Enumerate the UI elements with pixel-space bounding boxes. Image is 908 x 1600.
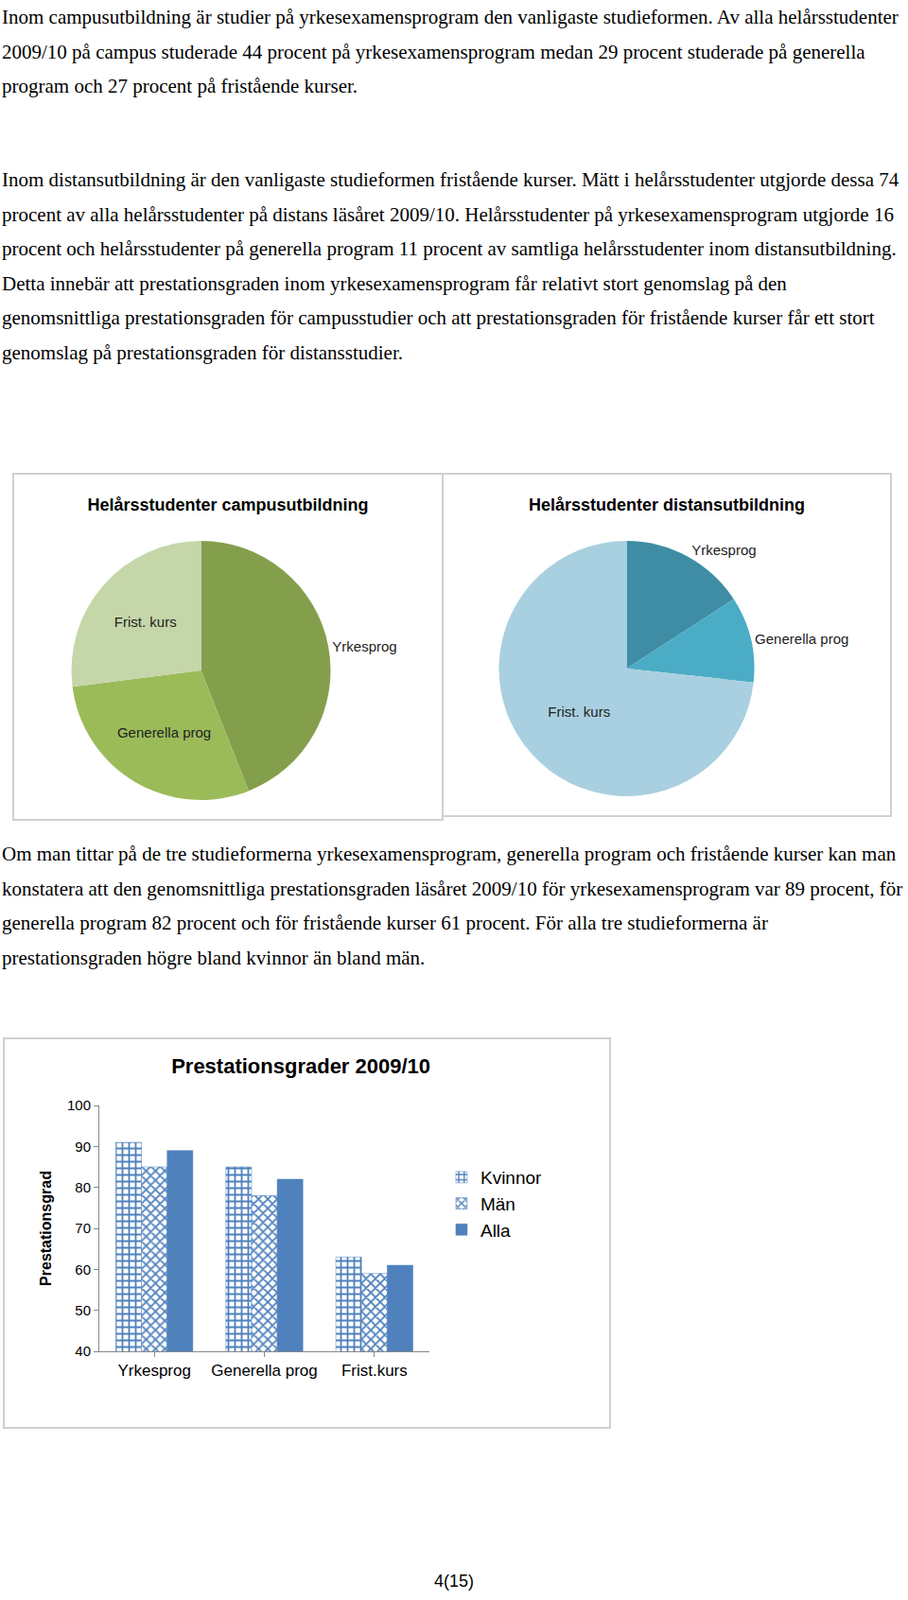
svg-text:Frist.kurs: Frist.kurs [341, 1362, 408, 1380]
svg-text:50: 50 [74, 1302, 91, 1319]
svg-text:Prestationsgrader 2009/10: Prestationsgrader 2009/10 [171, 1054, 431, 1079]
svg-text:Prestationsgrad: Prestationsgrad [37, 1170, 54, 1287]
svg-text:80: 80 [74, 1179, 91, 1196]
svg-text:Män: Män [480, 1194, 516, 1215]
svg-text:Alla: Alla [480, 1221, 511, 1241]
html-text:Inom distansutbildning är den: Inom distansutbildning är den vanligaste… [1, 168, 899, 364]
html-text:4(15): 4(15) [434, 1571, 474, 1591]
svg-text:Yrkesprog: Yrkesprog [117, 1362, 191, 1380]
svg-text:70: 70 [74, 1220, 91, 1237]
svg-text:60: 60 [74, 1261, 91, 1278]
svg-text:Frist. kurs: Frist. kurs [547, 703, 611, 720]
svg-text:Yrkesprog: Yrkesprog [691, 541, 756, 559]
svg-text:40: 40 [74, 1343, 91, 1360]
svg-text:Generella prog: Generella prog [117, 724, 211, 741]
svg-text:Generella prog: Generella prog [210, 1362, 317, 1380]
svg-text:Generella prog: Generella prog [754, 630, 849, 647]
svg-text:Helårsstudenter campusutbildni: Helårsstudenter campusutbildning [87, 495, 368, 515]
html-text:Om man tittar på de tre studie: Om man tittar på de tre studieformerna y… [1, 842, 903, 970]
svg-text:Yrkesprog: Yrkesprog [331, 638, 397, 655]
svg-text:90: 90 [74, 1138, 91, 1155]
svg-text:Helårsstudenter distansutbildn: Helårsstudenter distansutbildning [528, 495, 805, 515]
svg-text:Frist. kurs: Frist. kurs [114, 613, 177, 630]
svg-text:Kvinnor: Kvinnor [480, 1168, 542, 1188]
html-text:Inom campusutbildning är studi: Inom campusutbildning är studier på yrke… [1, 5, 899, 98]
svg-text:100: 100 [67, 1097, 91, 1114]
